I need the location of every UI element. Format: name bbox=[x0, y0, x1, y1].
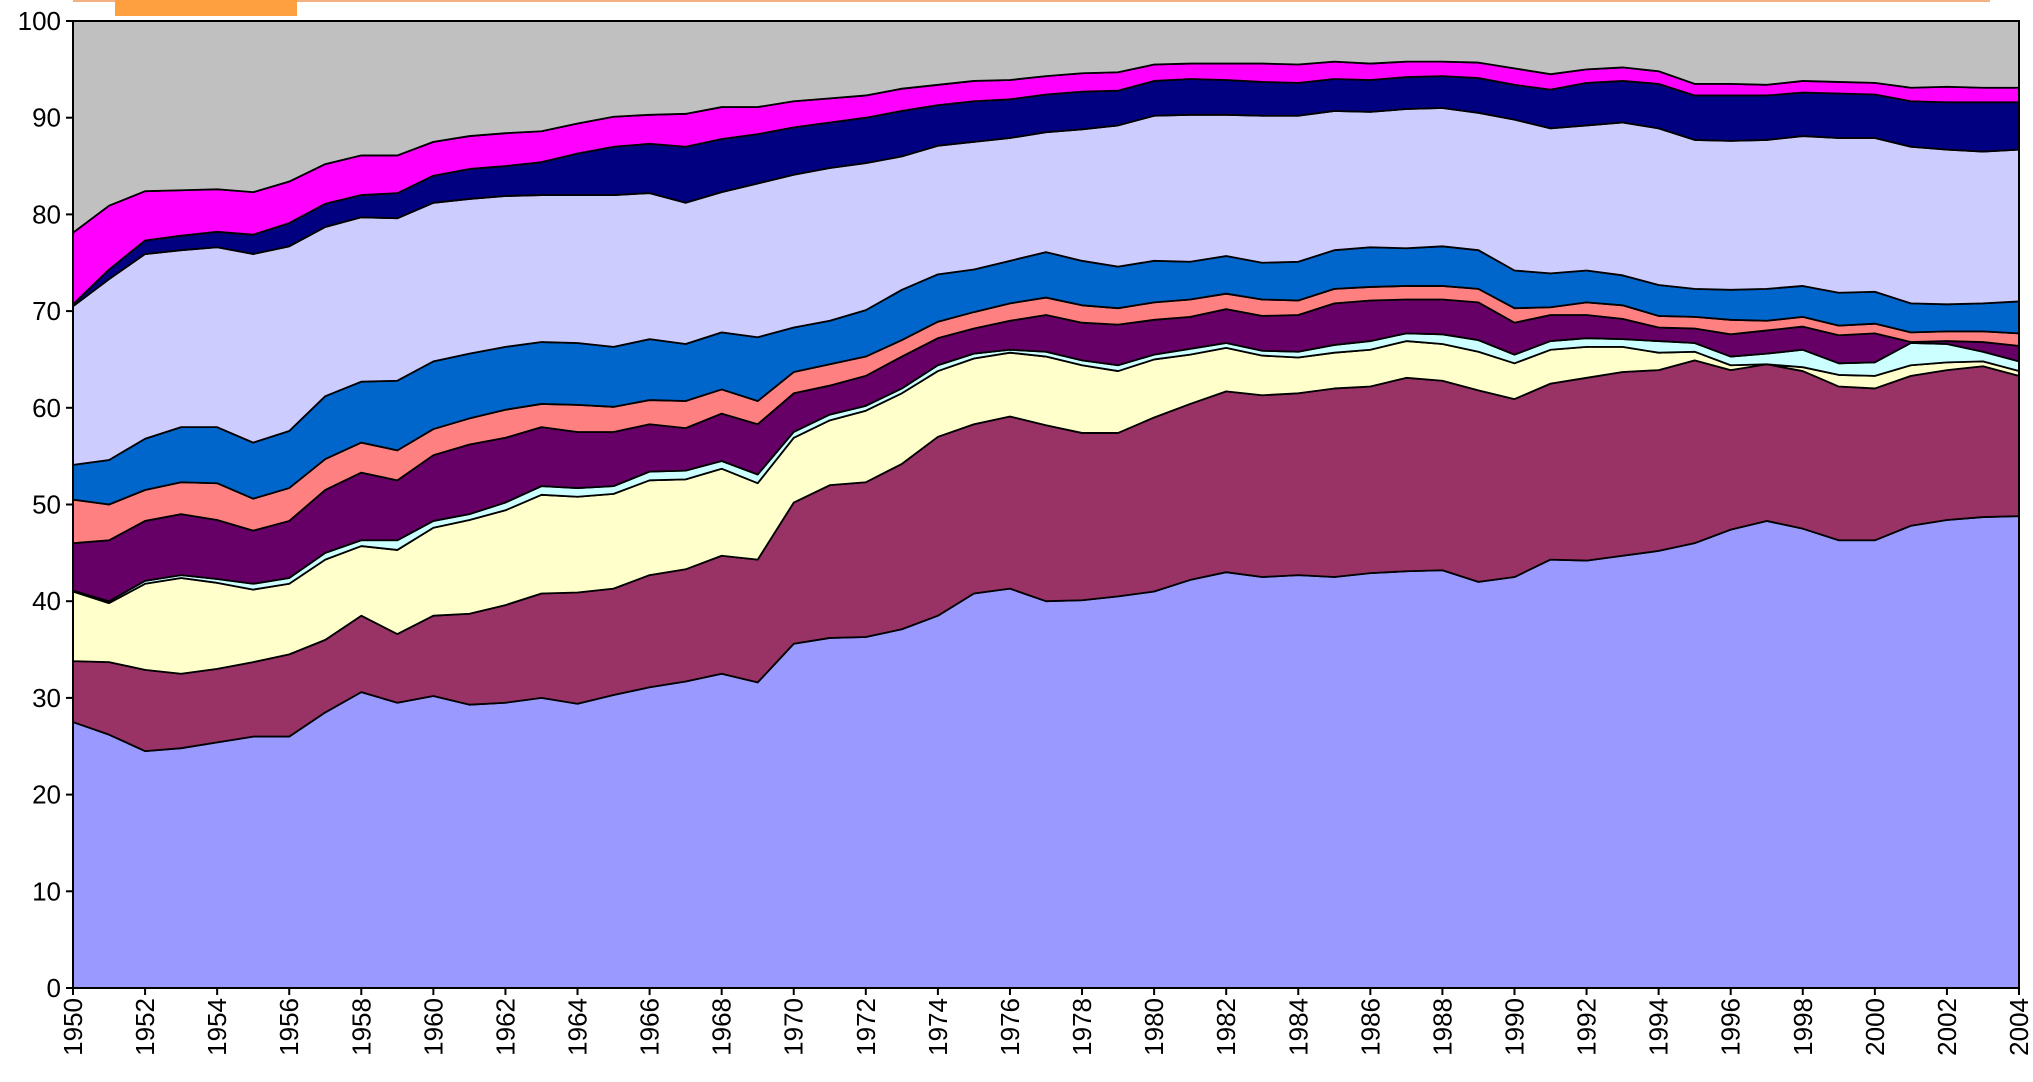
x-tick-label: 1972 bbox=[851, 998, 881, 1056]
x-tick-label: 1958 bbox=[346, 998, 376, 1056]
x-tick-label: 1996 bbox=[1716, 998, 1746, 1056]
x-tick-label: 1980 bbox=[1139, 998, 1169, 1056]
x-tick-label: 1966 bbox=[635, 998, 665, 1056]
y-tick-label: 10 bbox=[32, 876, 61, 906]
x-tick-label: 1960 bbox=[418, 998, 448, 1056]
x-tick-label: 1998 bbox=[1788, 998, 1818, 1056]
x-tick-label: 1964 bbox=[563, 998, 593, 1056]
y-tick-label: 100 bbox=[18, 6, 61, 36]
y-tick-label: 30 bbox=[32, 683, 61, 713]
x-tick-label: 1962 bbox=[490, 998, 520, 1056]
x-tick-label: 2004 bbox=[2004, 998, 2033, 1056]
x-tick-label: 1950 bbox=[58, 998, 88, 1056]
x-tick-label: 1992 bbox=[1572, 998, 1602, 1056]
x-tick-label: 2002 bbox=[1932, 998, 1962, 1056]
x-tick-label: 1974 bbox=[923, 998, 953, 1056]
y-tick-label: 40 bbox=[32, 586, 61, 616]
y-tick-label: 0 bbox=[47, 973, 61, 1003]
x-tick-label: 1976 bbox=[995, 998, 1025, 1056]
y-tick-label: 90 bbox=[32, 103, 61, 133]
x-tick-label: 1990 bbox=[1499, 998, 1529, 1056]
x-tick-label: 1988 bbox=[1427, 998, 1457, 1056]
legend-remnant bbox=[115, 0, 297, 16]
x-tick-label: 1984 bbox=[1283, 998, 1313, 1056]
x-tick-label: 1952 bbox=[130, 998, 160, 1056]
x-tick-label: 1978 bbox=[1067, 998, 1097, 1056]
y-tick-label: 50 bbox=[32, 490, 61, 520]
x-tick-label: 2000 bbox=[1860, 998, 1890, 1056]
x-tick-label: 1968 bbox=[707, 998, 737, 1056]
x-tick-label: 1982 bbox=[1211, 998, 1241, 1056]
y-tick-label: 70 bbox=[32, 296, 61, 326]
y-tick-label: 20 bbox=[32, 780, 61, 810]
x-tick-label: 1954 bbox=[202, 998, 232, 1056]
x-tick-label: 1986 bbox=[1355, 998, 1385, 1056]
x-tick-label: 1956 bbox=[274, 998, 304, 1056]
y-tick-label: 60 bbox=[32, 393, 61, 423]
y-tick-label: 80 bbox=[32, 199, 61, 229]
x-tick-label: 1994 bbox=[1644, 998, 1674, 1056]
x-tick-label: 1970 bbox=[779, 998, 809, 1056]
